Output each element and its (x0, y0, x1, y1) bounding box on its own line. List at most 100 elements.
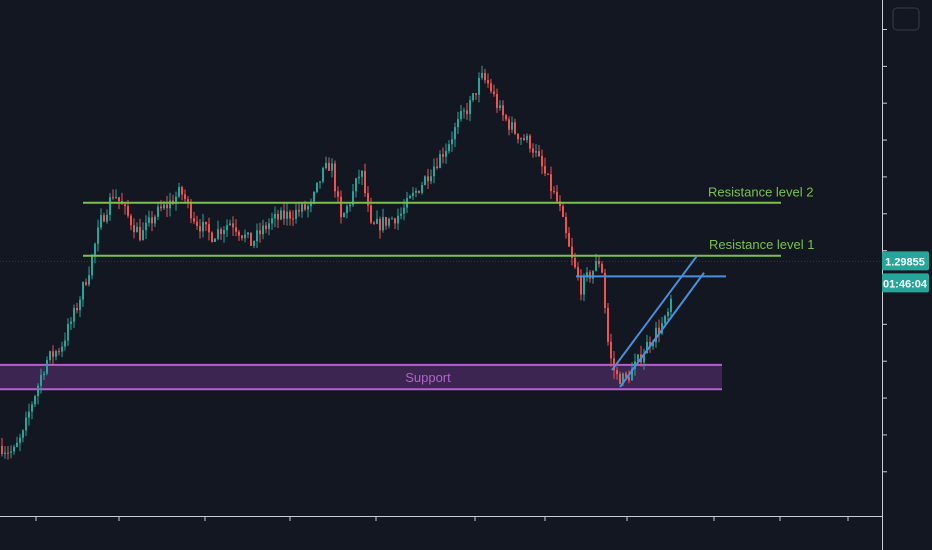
candle-body (565, 217, 567, 233)
candle-body (55, 351, 57, 356)
candle-body (22, 430, 24, 437)
candle-body (388, 219, 390, 226)
price-axis[interactable]: 1.29855 01:46:04 (882, 0, 932, 550)
candle-body (223, 230, 225, 234)
candle-body (265, 226, 267, 229)
candle-body (361, 171, 363, 177)
candle-body (544, 166, 546, 173)
candle-body (334, 163, 336, 191)
candle-body (445, 151, 447, 157)
candle-body (439, 154, 441, 168)
candle-body (67, 324, 69, 341)
candle-body (331, 163, 333, 170)
candle-body (601, 264, 603, 273)
candle-body (244, 234, 246, 238)
resistance-level-2-label: Resistance level 2 (708, 185, 814, 200)
resistance-level-1-label: Resistance level 1 (709, 237, 815, 252)
candle-body (4, 453, 6, 454)
candle-body (103, 215, 105, 221)
candle-body (409, 196, 411, 198)
candle-body (196, 222, 198, 226)
candle-body (268, 223, 270, 228)
candle-body (163, 205, 165, 209)
candle-body (508, 119, 510, 129)
candle-body (616, 370, 618, 374)
candle-body (502, 105, 504, 115)
candle-body (259, 230, 261, 234)
candle-body (307, 206, 309, 209)
candle-body (118, 197, 120, 201)
candle-body (349, 205, 351, 206)
candle-body (151, 217, 153, 223)
candle-body (433, 167, 435, 177)
candle-body (379, 219, 381, 230)
candle-body (562, 206, 564, 217)
candle-body (157, 207, 159, 217)
candle-body (403, 208, 405, 214)
candle-body (442, 154, 444, 157)
candle-body (64, 341, 66, 347)
candle-body (40, 375, 42, 386)
candle-body (499, 105, 501, 108)
candle-body (382, 217, 384, 230)
candle-body (667, 312, 669, 316)
candle-body (532, 149, 534, 153)
candle-body (7, 453, 9, 454)
candle-body (415, 191, 417, 193)
candle-body (577, 267, 579, 277)
candle-body (316, 183, 318, 192)
candle-body (292, 218, 294, 219)
candle-body (184, 194, 186, 199)
candle-body (43, 374, 45, 375)
candle-body (511, 122, 513, 129)
candle-body (139, 227, 141, 240)
candle-body (61, 346, 63, 351)
candle-body (19, 438, 21, 443)
candle-body (340, 197, 342, 217)
candle-body (25, 418, 27, 431)
candle-body (46, 360, 48, 374)
candle-body (199, 226, 201, 231)
candle-body (142, 230, 144, 240)
candle-body (79, 300, 81, 311)
candle-body (208, 224, 210, 232)
candle-body (430, 176, 432, 181)
candle-body (493, 91, 495, 94)
candle-body (520, 138, 522, 139)
candle-body (109, 197, 111, 215)
candle-body (385, 217, 387, 225)
candle-body (295, 210, 297, 219)
candle-body (178, 187, 180, 197)
candle-body (112, 197, 114, 198)
candle-body (124, 204, 126, 206)
candle-body (28, 412, 30, 418)
candle-body (328, 163, 330, 171)
candle-body (241, 236, 243, 239)
candle-body (517, 134, 519, 140)
candle-body (187, 199, 189, 201)
candle-body (589, 272, 591, 278)
candle-body (427, 176, 429, 181)
candle-body (343, 213, 345, 217)
candle-body (94, 244, 96, 255)
candle-body (283, 210, 285, 218)
candle-body (454, 127, 456, 139)
candle-body (364, 171, 366, 193)
candle-body (400, 214, 402, 216)
candle-body (229, 223, 231, 225)
candle-body (451, 139, 453, 144)
candle-body (628, 377, 630, 380)
candle-body (496, 94, 498, 108)
candle-body (370, 205, 372, 222)
candle-body (472, 93, 474, 100)
candle-body (136, 227, 138, 232)
candle-body (460, 111, 462, 119)
candle-body (280, 210, 282, 219)
candle-body (484, 73, 486, 80)
candle-body (598, 261, 600, 264)
candle-body (355, 178, 357, 191)
candle-body (85, 282, 87, 284)
candle-body (205, 222, 207, 224)
